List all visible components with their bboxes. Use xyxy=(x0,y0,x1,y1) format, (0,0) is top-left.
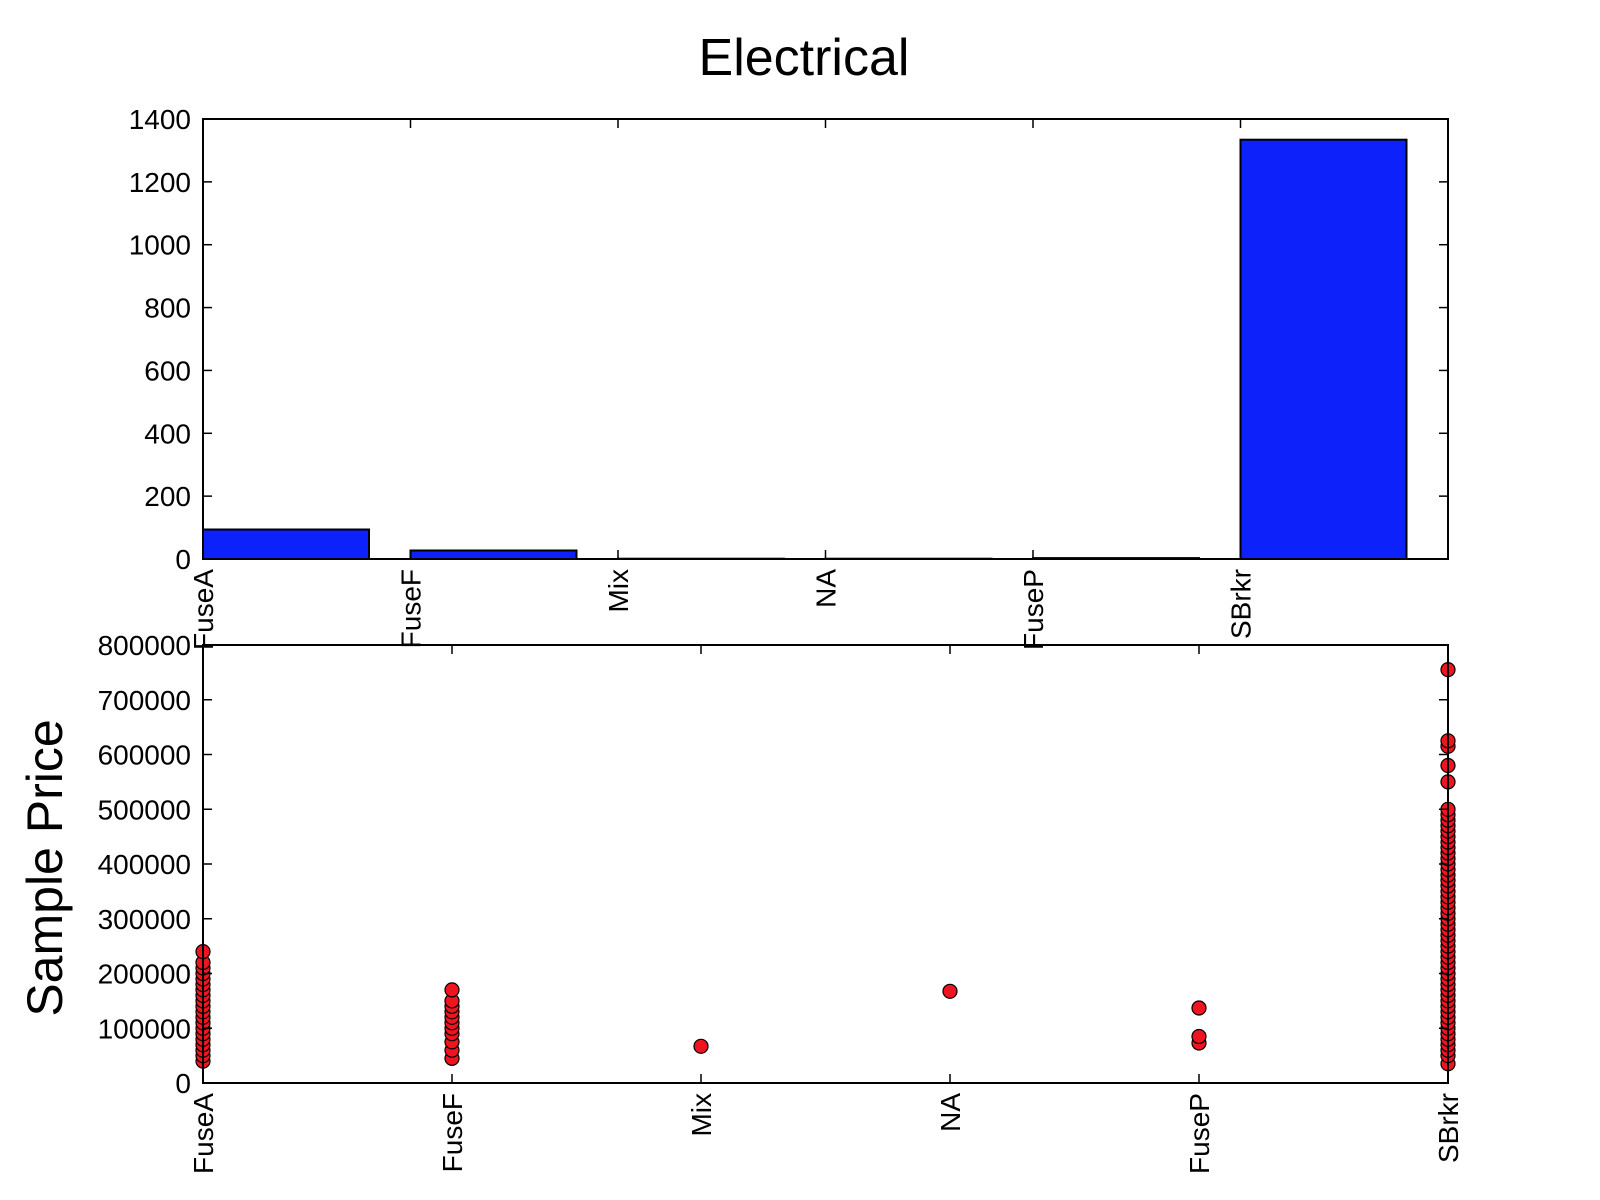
bar-y-tick-label: 200 xyxy=(144,481,191,512)
scatter-x-tick-label-sbrkr: SBrkr xyxy=(1433,1093,1464,1163)
bar-y-tick-label: 1200 xyxy=(129,167,191,198)
scatter-x-tick-label-mix: Mix xyxy=(686,1093,717,1137)
bar-x-tick-label-sbrkr: SBrkr xyxy=(1226,569,1257,639)
bar-y-tick-label: 600 xyxy=(144,355,191,386)
scatter-x-tick-label-fusea: FuseA xyxy=(188,1093,219,1174)
chart-title: Electrical xyxy=(699,29,910,87)
bar-x-tick-label-mix: Mix xyxy=(603,569,634,613)
scatter-point-mix xyxy=(694,1039,708,1053)
scatter-y-axis-label: Sample Price xyxy=(17,719,73,1016)
scatter-y-tick-label: 700000 xyxy=(98,685,191,716)
bar-fusef xyxy=(411,551,577,560)
scatter-y-tick-label: 500000 xyxy=(98,794,191,825)
scatter-point-fusef xyxy=(445,983,459,997)
scatter-axes: 0100000200000300000400000500000600000700… xyxy=(98,630,1464,1174)
scatter-y-tick-label: 800000 xyxy=(98,630,191,661)
scatter-point-fusep xyxy=(1192,1001,1206,1015)
bar-fusea xyxy=(203,530,369,560)
scatter-point-na xyxy=(943,984,957,998)
scatter-y-tick-label: 600000 xyxy=(98,740,191,771)
bar-x-tick-label-na: NA xyxy=(811,569,842,608)
bar-y-tick-label: 1400 xyxy=(129,104,191,135)
scatter-chart-panel: 0100000200000300000400000500000600000700… xyxy=(17,630,1464,1174)
scatter-x-tick-label-fusef: FuseF xyxy=(437,1093,468,1172)
scatter-x-tick-label-na: NA xyxy=(935,1093,966,1132)
scatter-marks xyxy=(196,663,1455,1071)
bar-sbrkr xyxy=(1241,140,1407,559)
scatter-point-fusep xyxy=(1192,1030,1206,1044)
bar-marks xyxy=(203,140,1407,559)
bar-y-tick-label: 800 xyxy=(144,293,191,324)
bar-x-tick-label-fusef: FuseF xyxy=(396,569,427,648)
scatter-x-tick-label-fusep: FuseP xyxy=(1184,1093,1215,1174)
bar-y-tick-label: 1000 xyxy=(129,230,191,261)
scatter-plot-frame xyxy=(203,645,1448,1083)
scatter-y-tick-label: 200000 xyxy=(98,959,191,990)
bar-y-tick-label: 400 xyxy=(144,418,191,449)
bar-x-tick-label-fusea: FuseA xyxy=(188,569,219,650)
bar-x-tick-label-fusep: FuseP xyxy=(1018,569,1049,650)
scatter-y-tick-label: 100000 xyxy=(98,1013,191,1044)
scatter-y-tick-label: 300000 xyxy=(98,904,191,935)
scatter-y-tick-label: 400000 xyxy=(98,849,191,880)
